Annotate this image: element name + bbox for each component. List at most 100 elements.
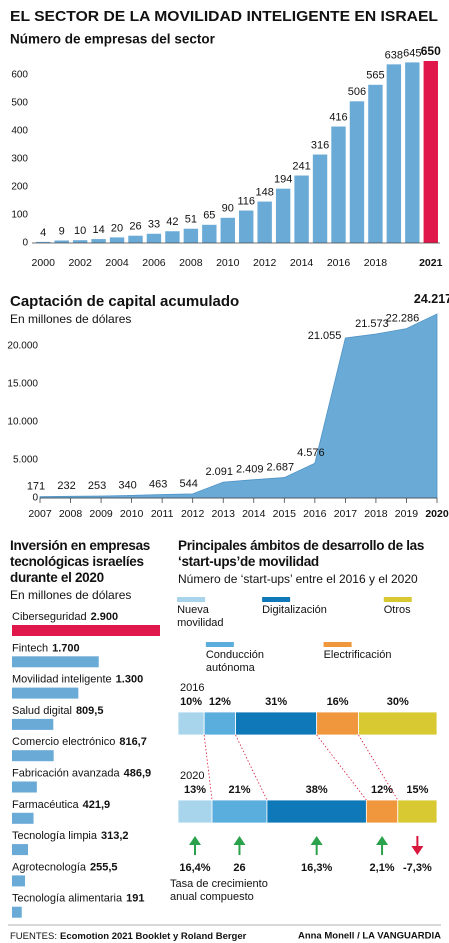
- bar: [12, 781, 37, 793]
- x-tick-label: 2018: [364, 257, 388, 269]
- bar: [12, 812, 34, 824]
- segment: [266, 799, 367, 824]
- legend-label: Nueva movilidad: [177, 604, 224, 629]
- x-tick-label: 2019: [395, 508, 419, 520]
- growth-arrow: [233, 836, 246, 855]
- growth-label: 2,1%: [370, 862, 395, 874]
- value-label: 421,9: [83, 799, 111, 811]
- segment: [177, 799, 213, 824]
- category-label: Agrotecnología: [12, 861, 87, 873]
- growth-arrow: [376, 836, 389, 855]
- chart-subtitle: En millones de dólares: [10, 588, 132, 602]
- value-label: 232: [57, 480, 75, 492]
- value-label: 809,5: [76, 705, 104, 717]
- value-label: 21.055: [308, 330, 342, 342]
- bar: [423, 61, 438, 243]
- value-label: 30%: [387, 696, 409, 708]
- bar: [275, 188, 291, 243]
- bar: [312, 154, 328, 243]
- bar: [54, 240, 69, 243]
- legend-label: Otros: [383, 604, 411, 616]
- bar: [349, 101, 365, 243]
- x-tick-label: 2012: [181, 508, 205, 520]
- segment: [365, 799, 399, 824]
- x-tick-label: 2013: [212, 508, 236, 520]
- x-tick-label: 2014: [290, 257, 314, 269]
- legend-label: Digitalización: [262, 604, 327, 616]
- value-label: 20: [111, 222, 123, 234]
- bar: [36, 241, 51, 243]
- bar: [183, 228, 199, 243]
- y-tick-label: 5.000: [13, 455, 38, 466]
- value-label: 12%: [209, 696, 231, 708]
- value-label: 255,5: [90, 861, 118, 873]
- value-label: 486,9: [124, 767, 152, 779]
- value-label: 31%: [265, 696, 287, 708]
- value-label: 90: [222, 203, 234, 215]
- bar: [12, 875, 26, 887]
- value-label: 191: [126, 893, 144, 905]
- credit: Anna Monell / LA VANGUARDIA: [298, 931, 441, 942]
- value-label: 2.091: [205, 466, 233, 478]
- bar: [128, 235, 143, 243]
- growth-label: 16,4%: [179, 862, 210, 874]
- x-tick-label: 2002: [68, 257, 92, 269]
- bar-label: Farmacéutica 421,9: [12, 799, 110, 811]
- value-label: 15%: [406, 784, 428, 796]
- bar-label: Fabricación avanzada 486,9: [12, 767, 151, 779]
- value-label: 316: [311, 139, 329, 151]
- value-label: 241: [292, 160, 310, 172]
- chart-subtitle: Número de ‘start-ups’ entre el 2016 y el…: [178, 572, 418, 586]
- segment: [397, 799, 438, 824]
- value-label: 1.700: [52, 642, 80, 654]
- y-tick-label: 300: [11, 154, 28, 165]
- bar: [12, 687, 79, 699]
- growth-arrow: [189, 836, 202, 855]
- y-tick-label: 100: [11, 210, 28, 221]
- arrow-head: [411, 846, 424, 855]
- x-tick-label: 2007: [28, 508, 52, 520]
- area: [39, 313, 438, 499]
- category-label: Tecnología alimentaria: [12, 893, 123, 905]
- legend-swatch: [323, 642, 352, 647]
- bar: [12, 906, 22, 918]
- bar: [368, 84, 383, 243]
- connector: [203, 734, 213, 801]
- bar: [12, 750, 54, 762]
- arrow-head: [189, 836, 202, 845]
- bar: [109, 237, 125, 243]
- chart-title: Número de empresas del sector: [10, 32, 216, 47]
- legend-label: Electrificación: [323, 649, 392, 661]
- value-label: 12%: [371, 784, 393, 796]
- chart-subtitle: En millones de dólares: [10, 312, 131, 326]
- segment: [211, 799, 268, 824]
- value-label: 171: [27, 481, 45, 493]
- category-label: Salud digital: [12, 705, 72, 717]
- value-label: 65: [203, 210, 215, 222]
- bar-label: Agrotecnología 255,5: [12, 861, 118, 873]
- bar-label: Movilidad inteligente 1.300: [12, 674, 143, 686]
- x-tick-label: 2021: [419, 257, 443, 269]
- value-label: 340: [118, 479, 136, 491]
- bar-label: Tecnología alimentaria 191: [12, 893, 144, 905]
- y-tick-label: 10.000: [7, 417, 38, 428]
- bar: [220, 217, 235, 243]
- x-tick-label: 2014: [242, 508, 266, 520]
- x-tick-label: 2008: [59, 508, 83, 520]
- x-tick-label: 2006: [142, 257, 166, 269]
- bar: [331, 126, 346, 243]
- bar: [294, 175, 309, 243]
- value-label: 2.900: [91, 611, 119, 623]
- bar-label: Comercio electrónico 816,7: [12, 736, 147, 748]
- category-label: Fabricación avanzada: [12, 767, 121, 779]
- y-tick-label: 20.000: [7, 341, 38, 352]
- category-label: Movilidad inteligente: [12, 674, 112, 686]
- value-label: 148: [256, 186, 274, 198]
- value-label: 14: [92, 224, 104, 236]
- value-label: 313,2: [101, 830, 129, 842]
- value-label: 38%: [306, 784, 328, 796]
- row-label: 2016: [180, 682, 204, 694]
- value-label: 21.573: [355, 318, 389, 330]
- y-tick-label: 0: [32, 493, 38, 504]
- arrow-head: [233, 836, 246, 845]
